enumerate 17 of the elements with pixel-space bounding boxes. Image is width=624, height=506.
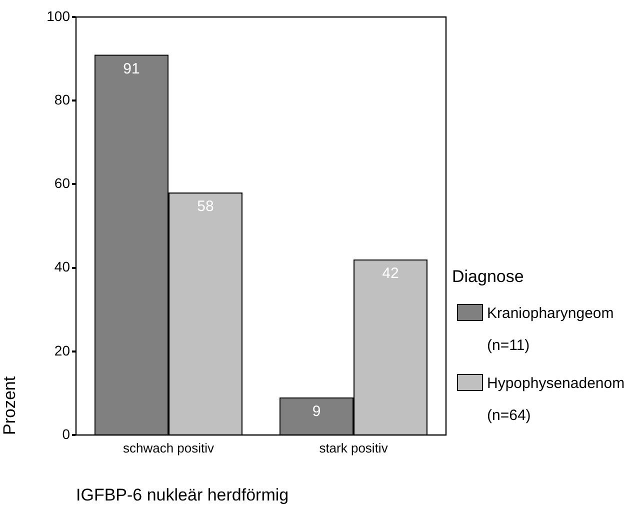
x-tick-label: stark positiv [319, 440, 388, 456]
y-axis-title: Prozent [0, 376, 19, 435]
y-tick-label: 60 [54, 175, 70, 192]
data-label: 42 [382, 265, 399, 282]
data-label: 91 [123, 60, 140, 78]
x-axis-title: IGFBP-6 nukleär herdförmig [76, 485, 289, 504]
legend-label: Hypophysenadenom (n=64) [487, 375, 624, 424]
legend-label: Kraniopharyngeom (n=11) [487, 305, 614, 354]
legend-title: Diagnose [452, 266, 525, 288]
y-tick-label: 80 [54, 91, 70, 108]
y-tick-label: 40 [54, 258, 70, 275]
y-tick-label: 0 [62, 426, 70, 442]
data-label: 58 [197, 198, 214, 216]
x-tick-label: schwach positiv [122, 440, 215, 456]
y-tick-label: 20 [54, 342, 70, 358]
data-label: 9 [312, 403, 321, 420]
y-tick-label: 100 [46, 8, 70, 24]
